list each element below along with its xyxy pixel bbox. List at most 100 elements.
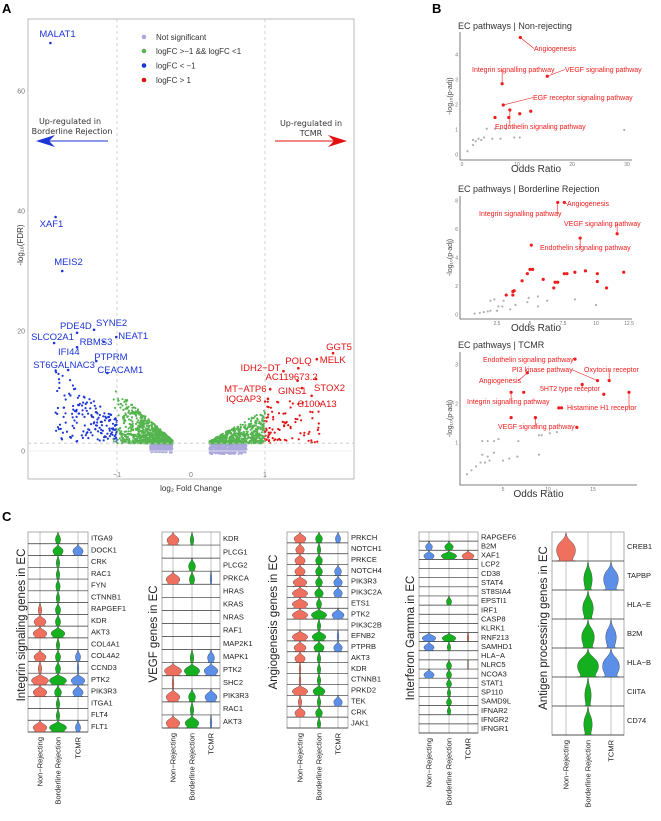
violin-shape: [31, 673, 49, 686]
point-mid: [119, 402, 122, 405]
point-not-significant: [518, 136, 521, 139]
annotation-left: Up-regulated in Borderline Rejection: [32, 117, 112, 147]
labeled-point: [266, 397, 270, 401]
point-mid: [127, 405, 130, 408]
point-mid: [158, 428, 161, 431]
point-down: [113, 434, 116, 438]
point-down: [83, 424, 86, 427]
point-mid: [124, 413, 127, 416]
labeled-point: [66, 368, 70, 372]
point-not-significant: [223, 452, 226, 455]
violin-shape: [293, 532, 307, 544]
pathway-label: Angiogenesis: [534, 46, 577, 53]
violin-shape: [38, 602, 42, 615]
point-mid: [136, 421, 139, 424]
violin-panel-title: Interferon Gamma in EC: [405, 576, 417, 701]
point-mid: [261, 420, 265, 423]
label-leader-line: [520, 37, 535, 49]
point-mid: [140, 439, 143, 442]
point-mid: [127, 430, 130, 433]
gene-label: PRKCA: [223, 573, 249, 582]
y-tick-label: 3: [455, 78, 458, 84]
point-significant: [556, 200, 560, 205]
violin-panel-5: CREB1 TAPBP HLA−E B2M HLA−B CIITA CD74 Antigen …: [538, 531, 652, 808]
point-mid: [147, 421, 150, 424]
point-up: [269, 431, 272, 434]
labeled-point: [331, 351, 335, 355]
point-mid: [153, 433, 156, 436]
point-not-significant: [237, 444, 240, 447]
point-down: [111, 433, 114, 436]
point-mid: [243, 436, 246, 439]
violin-shape: [583, 707, 593, 736]
point-mid: [143, 434, 146, 437]
point-significant: [511, 293, 515, 297]
point-not-significant: [208, 447, 211, 450]
point-mid: [134, 410, 137, 413]
stacked-violin-plots: ITGA9 DOCK1 CRK RAC1 FYN CTNNB1 RAPGEF1 KDR AKT3…: [16, 531, 652, 808]
violin-shape: [55, 614, 61, 627]
point-mid: [145, 424, 148, 427]
violin-shape: [165, 715, 181, 729]
violin-shape: [317, 619, 321, 631]
point-mid: [216, 436, 220, 439]
gene-label: RNF213: [481, 633, 509, 642]
point-mid: [238, 434, 241, 437]
gene-label: AC119673.2: [266, 372, 318, 383]
point-mid: [131, 425, 134, 428]
point-mid: [123, 400, 126, 403]
violin-shape: [315, 706, 323, 718]
violin-shape: [446, 696, 452, 706]
gene-label: CRK: [91, 557, 107, 566]
point-mid: [257, 433, 260, 437]
x-tick-label: 7.5: [560, 321, 567, 327]
violin-shape: [204, 689, 218, 703]
gene-label: MELK: [320, 355, 347, 366]
annotation-right: Up-regulated in TCMR: [275, 119, 347, 147]
point-down: [100, 432, 103, 435]
point-down: [114, 423, 117, 426]
point-not-significant: [216, 444, 219, 447]
point-up: [318, 402, 321, 405]
point-not-significant: [466, 150, 469, 153]
gene-label: XAF1: [40, 219, 64, 230]
labeled-point: [315, 357, 319, 361]
point-down: [55, 371, 58, 374]
violin-shape: [310, 608, 328, 620]
point-mid: [124, 425, 127, 428]
point-up: [297, 402, 300, 406]
group-label: TCMR: [207, 732, 216, 754]
gene-label: PIK3C2A: [351, 588, 382, 597]
gene-label: PIK3R3: [223, 691, 249, 700]
violin-shape: [55, 532, 61, 544]
point-down: [107, 412, 110, 415]
point-not-significant: [163, 446, 166, 449]
point-not-significant: [215, 446, 219, 450]
gene-label: MT−ATP6: [224, 384, 266, 395]
violin-shape: [56, 708, 60, 721]
point-mid: [140, 416, 143, 419]
point-down: [92, 400, 95, 403]
point-up: [303, 431, 306, 434]
violin-shape: [56, 555, 60, 568]
violin-shape: [576, 649, 600, 678]
point-mid: [229, 441, 233, 444]
y-tick-label: 0: [455, 153, 458, 159]
point-down: [103, 419, 106, 422]
violin-shape: [209, 715, 213, 729]
point-not-significant: [497, 305, 500, 308]
label-leader-line: [503, 97, 534, 106]
violin-shape: [333, 641, 343, 652]
point-not-significant: [508, 457, 511, 460]
point-not-significant: [156, 446, 159, 449]
gene-label: MAP2K1: [223, 639, 253, 648]
y-tick-label: 20: [17, 329, 25, 336]
gene-label: ITGA9: [91, 534, 113, 543]
point-significant: [529, 243, 533, 247]
violin-shape: [72, 544, 84, 556]
pathway-label: Endothelin signaling pathway: [495, 124, 586, 131]
point-mid: [246, 433, 250, 436]
violin-panel-title: Antigen processing genes in EC: [538, 546, 550, 710]
violin-shape: [421, 632, 437, 642]
point-mid: [247, 417, 250, 421]
